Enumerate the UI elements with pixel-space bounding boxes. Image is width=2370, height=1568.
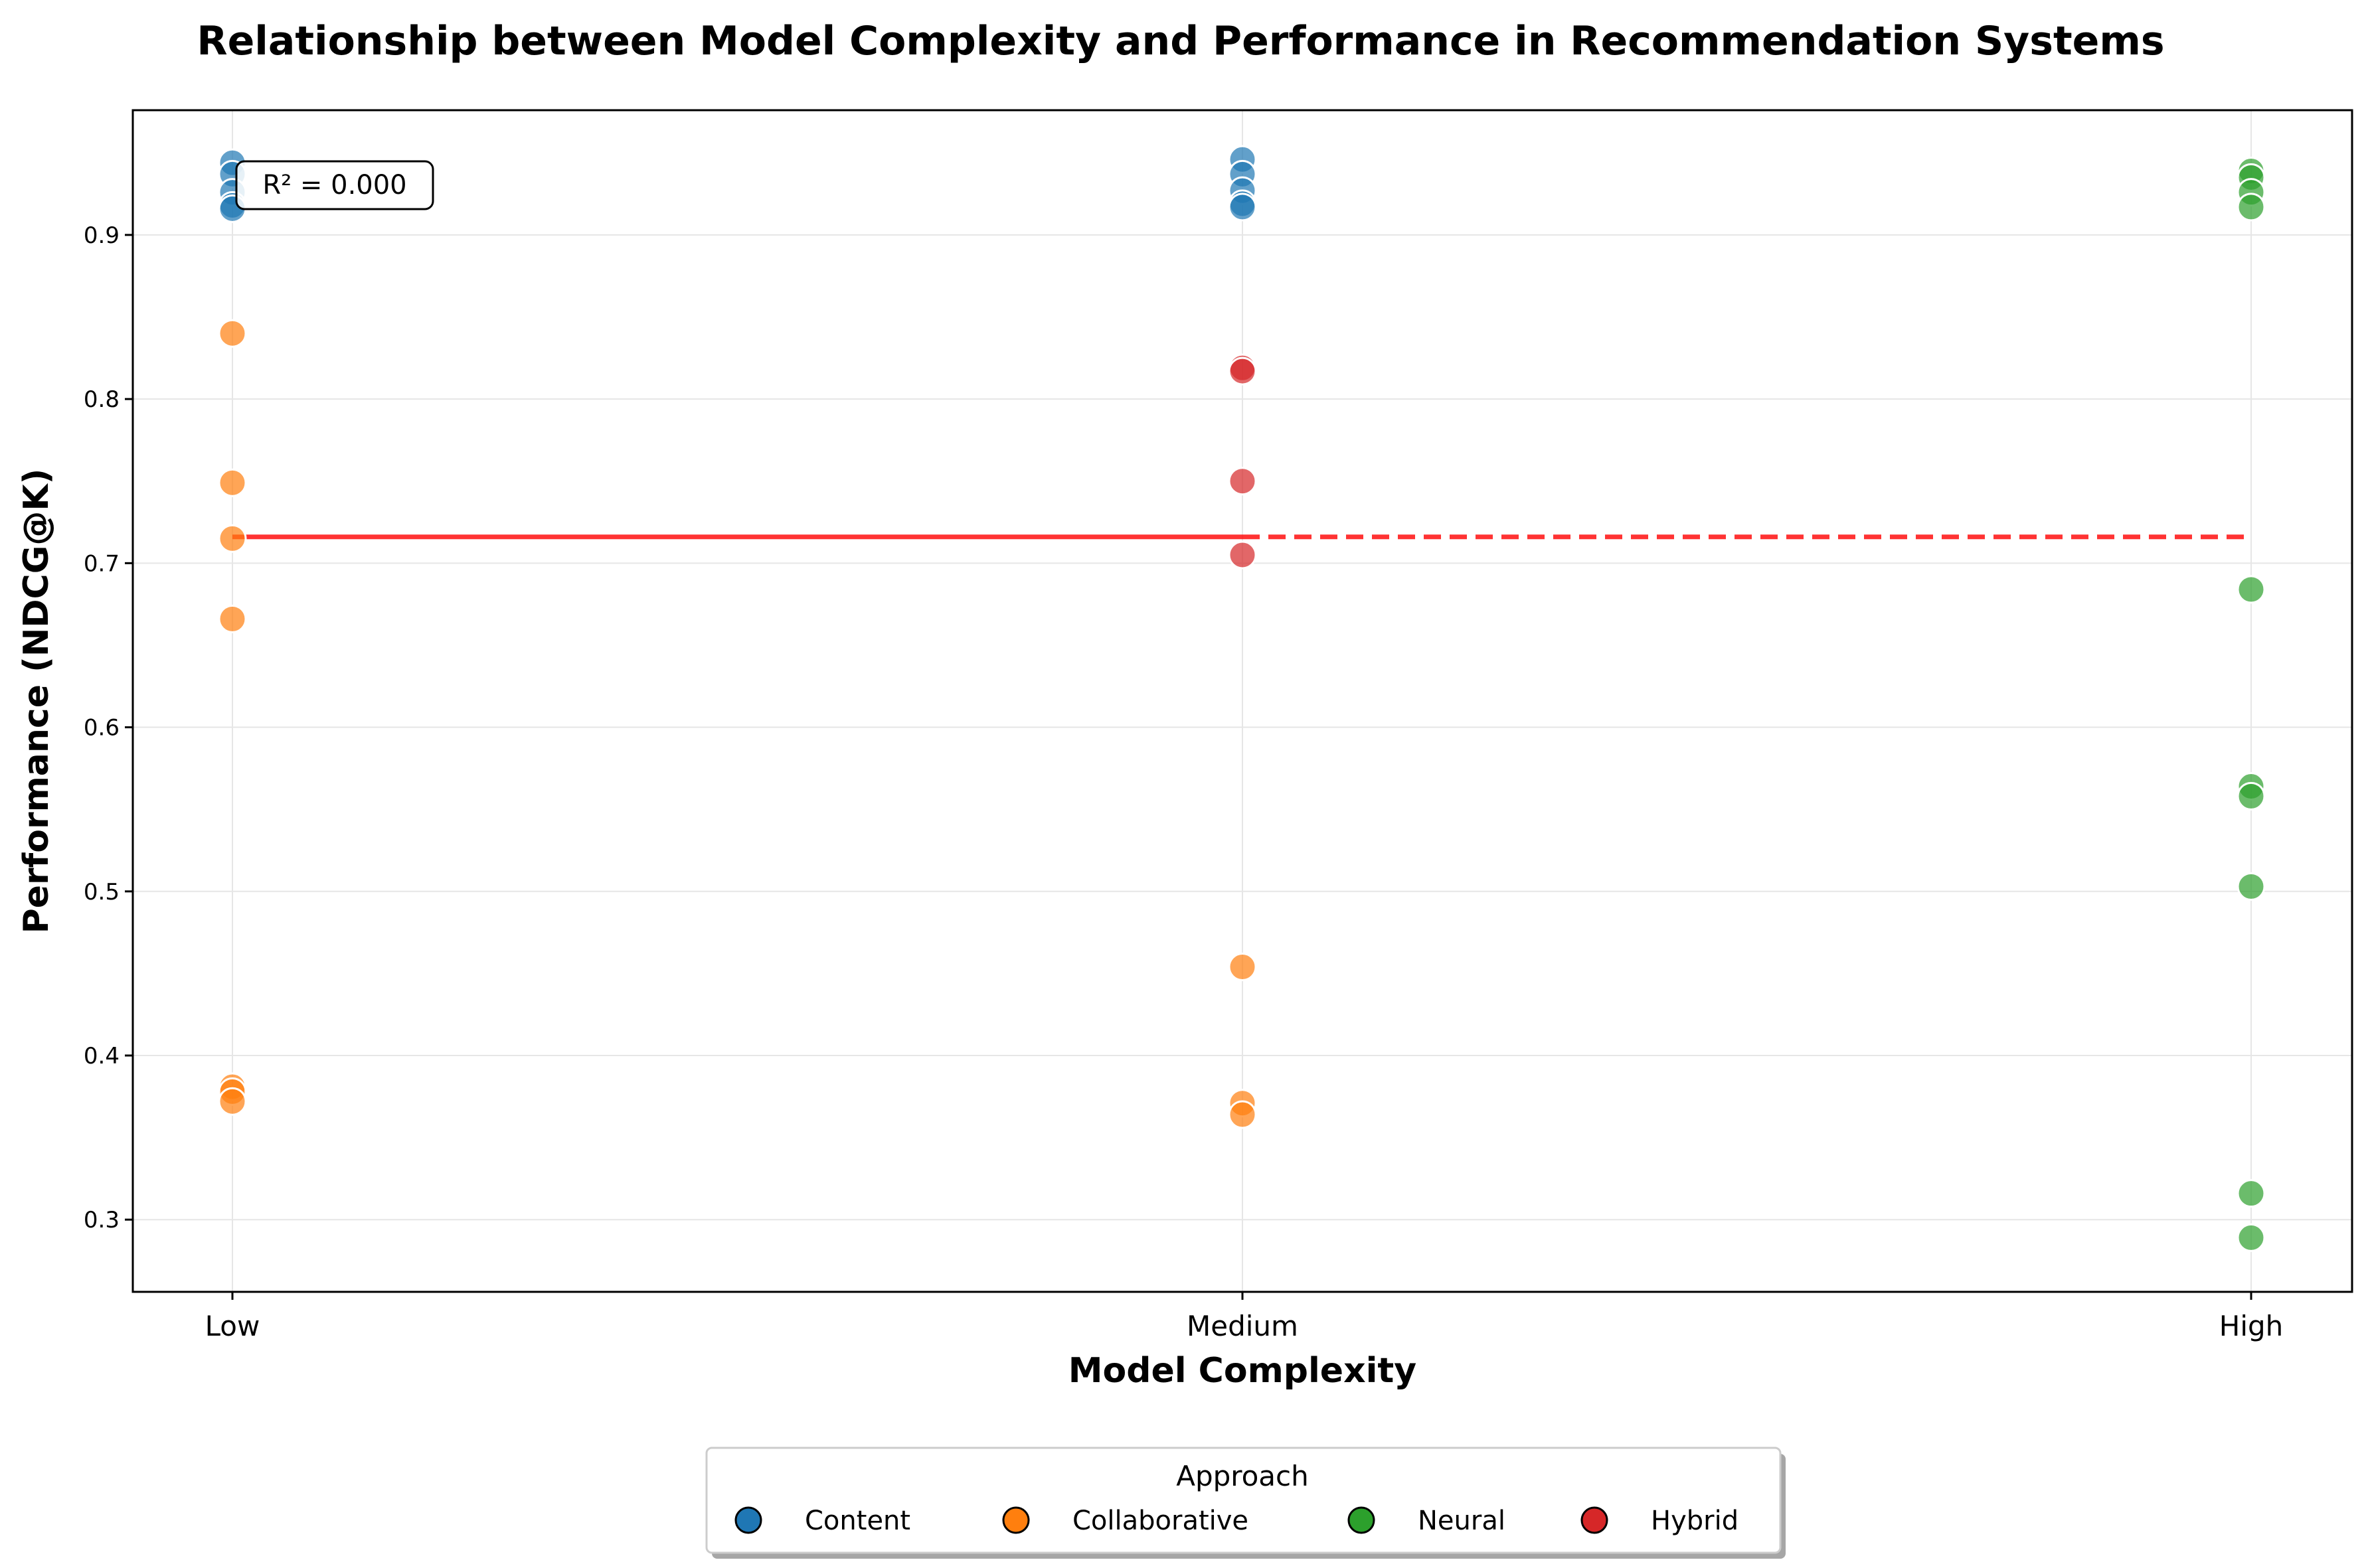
- legend-marker: [1347, 1506, 1375, 1534]
- series-neural: [2237, 156, 2266, 1252]
- legend-label: Neural: [1418, 1506, 1505, 1536]
- data-point: [1228, 193, 1257, 222]
- r-squared-annotation: R² = 0.000: [235, 160, 434, 210]
- data-points: [218, 145, 2266, 1252]
- data-point: [218, 524, 247, 553]
- legend-label: Collaborative: [1072, 1506, 1248, 1536]
- data-point: [218, 319, 247, 348]
- legend-item-hybrid: Hybrid: [1580, 1506, 1738, 1536]
- y-tick-label: 0.9: [84, 222, 120, 249]
- y-axis-ticks: 0.3 0.4 0.5 0.6 0.7 0.8 0.9: [84, 222, 133, 1233]
- data-point: [1228, 540, 1257, 570]
- series-collaborative: [218, 319, 1257, 1129]
- data-point: [218, 1087, 247, 1116]
- legend-label: Hybrid: [1651, 1506, 1738, 1536]
- data-point: [2237, 1223, 2266, 1252]
- legend-items: Content Collaborative Neural Hybrid: [734, 1506, 1738, 1536]
- grid: [133, 110, 2352, 1292]
- data-point: [1228, 356, 1257, 386]
- legend-item-content: Content: [734, 1506, 910, 1536]
- data-point: [2237, 872, 2266, 901]
- data-point: [1228, 1100, 1257, 1129]
- data-point: [218, 468, 247, 497]
- data-point: [1228, 467, 1257, 496]
- x-tick-label: Medium: [1187, 1310, 1298, 1342]
- legend-marker: [734, 1506, 762, 1534]
- legend-title: Approach: [1176, 1460, 1309, 1492]
- data-point: [2237, 575, 2266, 604]
- legend-item-neural: Neural: [1347, 1506, 1505, 1536]
- legend-item-collaborative: Collaborative: [1002, 1506, 1248, 1536]
- y-tick-label: 0.4: [84, 1043, 120, 1069]
- legend-marker: [1002, 1506, 1030, 1534]
- series-hybrid: [1228, 353, 1257, 570]
- y-tick-label: 0.5: [84, 879, 120, 905]
- data-point: [2237, 193, 2266, 222]
- legend-box: [705, 1447, 1782, 1554]
- y-axis-label: Performance (NDCG@K): [17, 469, 56, 934]
- data-point: [2237, 781, 2266, 811]
- annotation-text: R² = 0.000: [262, 170, 406, 200]
- legend: Approach Content Collaborative Neural Hybri…: [705, 1447, 1786, 1559]
- y-tick-label: 0.7: [84, 550, 120, 577]
- y-tick-label: 0.3: [84, 1207, 120, 1233]
- legend-marker: [1580, 1506, 1608, 1534]
- data-point: [218, 604, 247, 633]
- y-tick-label: 0.8: [84, 386, 120, 413]
- x-axis-label: Model Complexity: [1068, 1351, 1416, 1391]
- data-point: [1228, 953, 1257, 981]
- legend-label: Content: [805, 1506, 910, 1536]
- x-axis-ticks: Low Medium High: [205, 1292, 2284, 1342]
- x-tick-label: Low: [205, 1310, 260, 1342]
- data-point: [2237, 1179, 2266, 1208]
- y-tick-label: 0.6: [84, 715, 120, 742]
- annotation-box: [235, 160, 434, 210]
- chart-title: Relationship between Model Complexity an…: [197, 18, 2164, 64]
- x-tick-label: High: [2219, 1310, 2284, 1342]
